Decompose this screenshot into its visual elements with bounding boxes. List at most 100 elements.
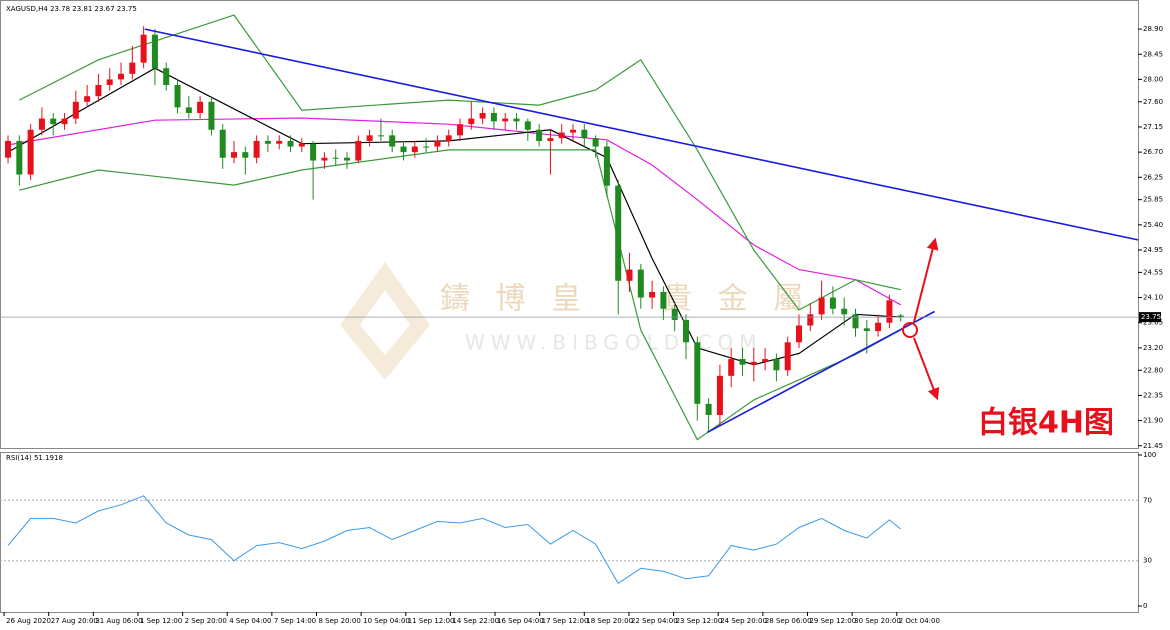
y-tick-label: 25.85 (1143, 196, 1163, 204)
x-tick-label: 7 Sep 14:00 (274, 617, 316, 625)
y-tick-label: 22.80 (1143, 366, 1163, 374)
y-tick-label: 24.55 (1143, 268, 1163, 276)
x-tick-label: 18 Sep 20:00 (586, 617, 633, 625)
x-tick-label: 17 Sep 12:00 (542, 617, 589, 625)
y-tick-label: 0 (1143, 602, 1147, 610)
x-tick-label: 24 Sep 20:00 (720, 617, 767, 625)
candle-body (513, 118, 520, 122)
candle-body (603, 146, 610, 186)
candle-body (479, 112, 486, 119)
candle-body (197, 101, 204, 113)
candle-body (38, 118, 45, 130)
x-tick-label: 30 Sep 20:00 (854, 617, 901, 625)
candle-body (705, 403, 712, 416)
x-tick-label: 26 Aug 2020 (6, 617, 51, 625)
candle-body (321, 157, 328, 161)
candle-body (490, 112, 497, 122)
x-tick-label: 23 Sep 12:00 (676, 617, 723, 625)
candle-body (310, 143, 317, 161)
candle-body (829, 297, 836, 309)
candle-body (784, 342, 791, 371)
candle-body (750, 361, 757, 365)
x-tick-label: 4 Sep 04:00 (229, 617, 271, 625)
candle-body (660, 291, 667, 309)
candle-body (739, 359, 746, 365)
candle-body (615, 185, 622, 281)
candle-body (298, 143, 305, 147)
candle-body (637, 269, 644, 298)
candle-body (423, 146, 430, 148)
candle-body (694, 342, 701, 404)
trend-line (707, 310, 935, 434)
watermark: 鑄 博 皇 貴 金 屬 (440, 282, 811, 317)
x-tick-label: 11 Sep 12:00 (408, 617, 455, 625)
watermark-url: WWW.BIBGOLD.COM (465, 331, 762, 355)
candle-body (649, 291, 656, 298)
y-tick-label: 28.00 (1143, 75, 1163, 83)
x-tick-label: 1 Sep 12:00 (140, 617, 182, 625)
candle-body (773, 359, 780, 371)
y-tick-label: 27.15 (1143, 123, 1163, 131)
y-tick-label: 27.60 (1143, 98, 1163, 106)
x-tick-label: 29 Sep 12:00 (809, 617, 856, 625)
x-tick-label: 14 Sep 22:00 (452, 617, 499, 625)
y-tick-label: 23.20 (1143, 344, 1163, 352)
candle-body (716, 375, 723, 416)
watermark-logo (340, 262, 430, 380)
x-tick-label: 8 Sep 20:00 (319, 617, 361, 625)
candle-body (818, 297, 825, 315)
x-tick-label: 10 Sep 04:00 (363, 617, 410, 625)
candle-body (208, 101, 215, 130)
candle-body (728, 359, 735, 376)
indicator-line (7, 117, 901, 306)
candle-body (72, 101, 79, 119)
candle-body (332, 157, 339, 159)
candle-body (389, 135, 396, 147)
x-tick-label: 22 Sep 04:00 (631, 617, 678, 625)
candle-body (264, 140, 271, 144)
candle-body (118, 73, 125, 80)
candle-body (524, 121, 531, 130)
candle-body (897, 315, 904, 318)
x-tick-label: 31 Aug 06:00 (95, 617, 142, 625)
candle-body (185, 107, 192, 113)
candle-body (502, 118, 509, 122)
price-label-box (1139, 312, 1161, 323)
candle-body (547, 138, 554, 141)
candle-body (355, 140, 362, 161)
candle-body (570, 129, 577, 133)
y-tick-label: 70 (1143, 496, 1152, 504)
candle-body (50, 118, 57, 125)
candle-body (468, 118, 475, 125)
candle-body (242, 152, 249, 158)
candle-body (174, 85, 181, 108)
candle-body (536, 129, 543, 141)
trend-line (144, 28, 1139, 241)
candle-body (61, 118, 68, 125)
candle-body (863, 328, 870, 332)
candle-body (151, 34, 158, 69)
y-tick-label: 28.45 (1143, 50, 1163, 58)
candle-body (411, 146, 418, 153)
x-tick-label: 27 Aug 20:00 (51, 617, 98, 625)
candle-body (377, 135, 384, 137)
candle-body (95, 85, 102, 97)
candle-body (434, 140, 441, 147)
candle-body (457, 124, 464, 136)
y-tick-label: 21.90 (1143, 417, 1163, 425)
y-tick-label: 25.40 (1143, 221, 1163, 229)
candle-body (163, 68, 170, 86)
indicator-line (7, 67, 901, 366)
candle-body (106, 79, 113, 86)
x-tick-label: 2 Sep 20:00 (185, 617, 227, 625)
indicator-line (19, 14, 901, 311)
candle-body (671, 308, 678, 320)
rsi-title: RSI(14) 51.1918 (6, 454, 63, 462)
rsi-line (7, 495, 902, 585)
y-tick-label: 30 (1143, 557, 1152, 565)
candle-body (5, 140, 12, 158)
candle-body (626, 269, 633, 281)
candle-body (253, 140, 260, 158)
y-tick-label: 28.90 (1143, 25, 1163, 33)
candle-body (683, 319, 690, 343)
